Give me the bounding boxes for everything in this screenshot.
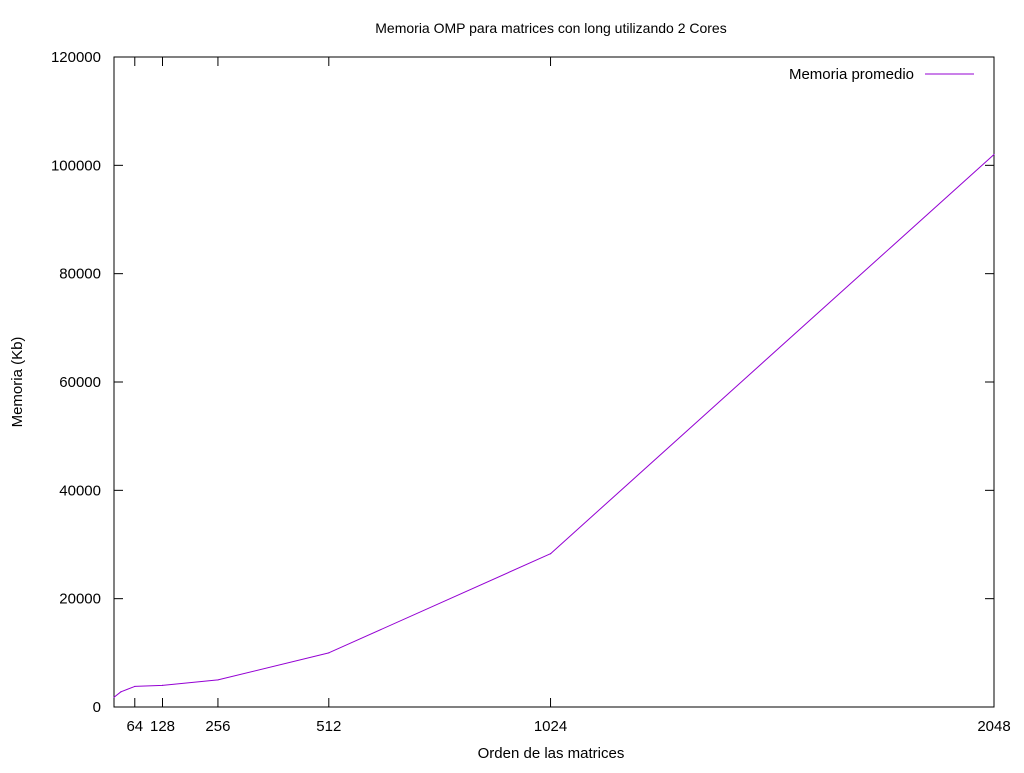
y-tick-label: 0 (93, 699, 101, 716)
x-tick-label: 512 (316, 718, 341, 735)
y-tick-label: 20000 (59, 591, 101, 608)
y-tick-label: 60000 (59, 374, 101, 391)
data-point (993, 153, 995, 156)
series-line-0 (113, 154, 995, 698)
x-tick-label: 128 (150, 718, 175, 735)
y-tick-label: 100000 (51, 157, 101, 174)
y-tick-label: 40000 (59, 482, 101, 499)
data-point (134, 685, 136, 688)
legend: Memoria promedio (789, 66, 974, 83)
x-tick-label: 256 (205, 718, 230, 735)
data-point (113, 696, 115, 698)
y-tick-label: 80000 (59, 266, 101, 283)
data-point (328, 652, 330, 654)
series-layer (113, 153, 995, 698)
data-point (549, 553, 552, 555)
y-tick-label: 120000 (51, 49, 101, 66)
x-tick-label: 1024 (534, 718, 567, 735)
chart-title: Memoria OMP para matrices con long utili… (375, 20, 726, 36)
x-tick-label: 2048 (977, 718, 1010, 735)
legend-entry-label: Memoria promedio (789, 66, 914, 83)
data-point (120, 691, 122, 693)
x-axis-ticks: 64 128 256 512 1024 2048 (126, 57, 1011, 735)
y-axis-ticks: 0 20000 40000 60000 80000 100000 120000 (51, 49, 994, 716)
plot-frame (113, 56, 995, 708)
data-point (161, 684, 164, 686)
x-tick-label: 64 (126, 718, 143, 735)
y-axis-label: Memoria (Kb) (9, 337, 26, 428)
data-point (217, 679, 219, 681)
x-axis-label: Orden de las matrices (478, 745, 625, 762)
